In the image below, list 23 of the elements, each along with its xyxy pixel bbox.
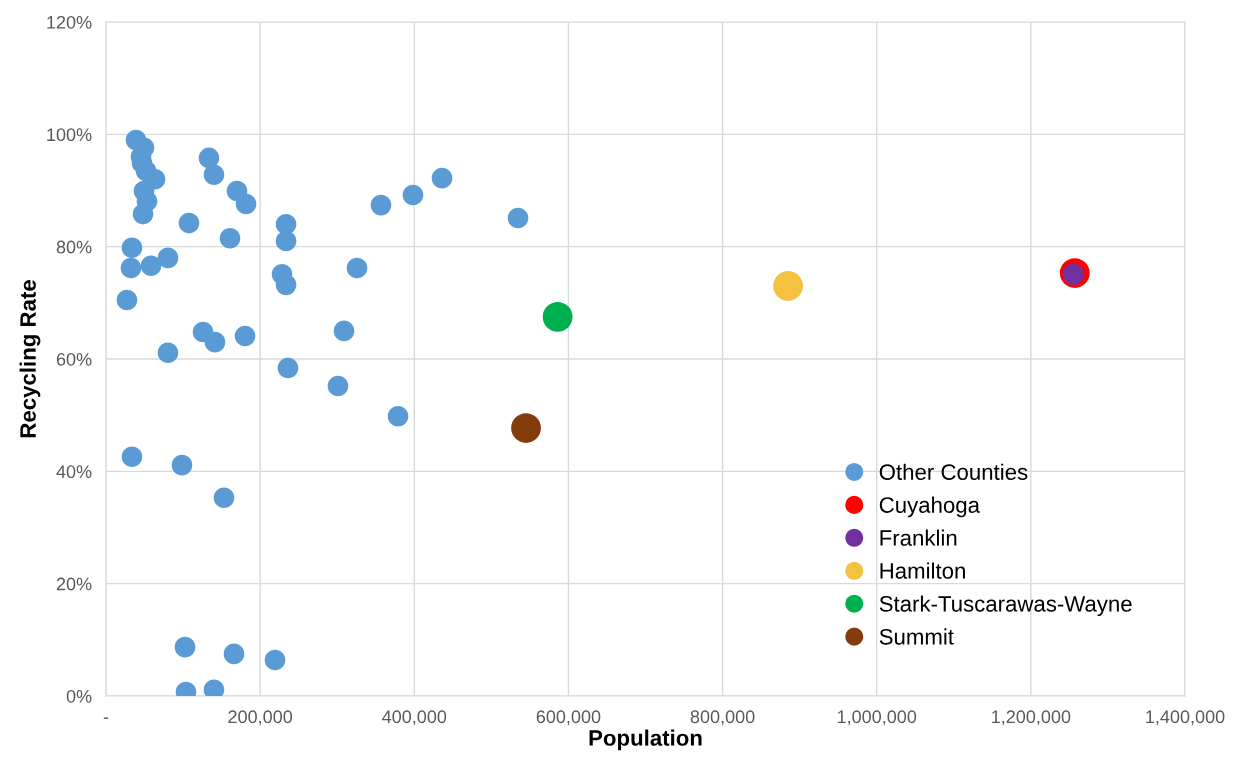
legend-label: Franklin	[880, 529, 957, 546]
legend-label: Hamilton	[880, 562, 965, 579]
y-tick-label: 100%	[47, 128, 92, 142]
y-tick-label: 0%	[66, 689, 92, 703]
legend-label: Summit	[879, 628, 954, 645]
legend-label: Stark-Tuscarawas-Wayne	[879, 595, 1132, 617]
y-axis-title: Recycling Rate	[19, 280, 41, 438]
x-axis-title: Population	[589, 729, 702, 751]
y-tick-label: 60%	[56, 352, 92, 366]
legend-label: Cuyahoga	[879, 496, 980, 518]
x-tick-label: 1,000,000	[837, 710, 917, 726]
x-tick-label: 800,000	[690, 710, 755, 726]
x-tick-label: 1,200,000	[992, 710, 1071, 726]
y-tick-label: 20%	[56, 577, 92, 591]
y-tick-label: 40%	[56, 465, 92, 479]
x-tick-label: -	[103, 717, 109, 719]
x-tick-label: 400,000	[382, 710, 447, 726]
y-tick-label: 80%	[56, 240, 92, 254]
x-tick-label: 1,400,000	[1146, 710, 1225, 726]
x-tick-label: 600,000	[536, 710, 601, 726]
legend-label: Other Counties	[879, 463, 1028, 480]
x-tick-label: 200,000	[228, 710, 293, 726]
y-tick-label: 120%	[47, 15, 92, 29]
